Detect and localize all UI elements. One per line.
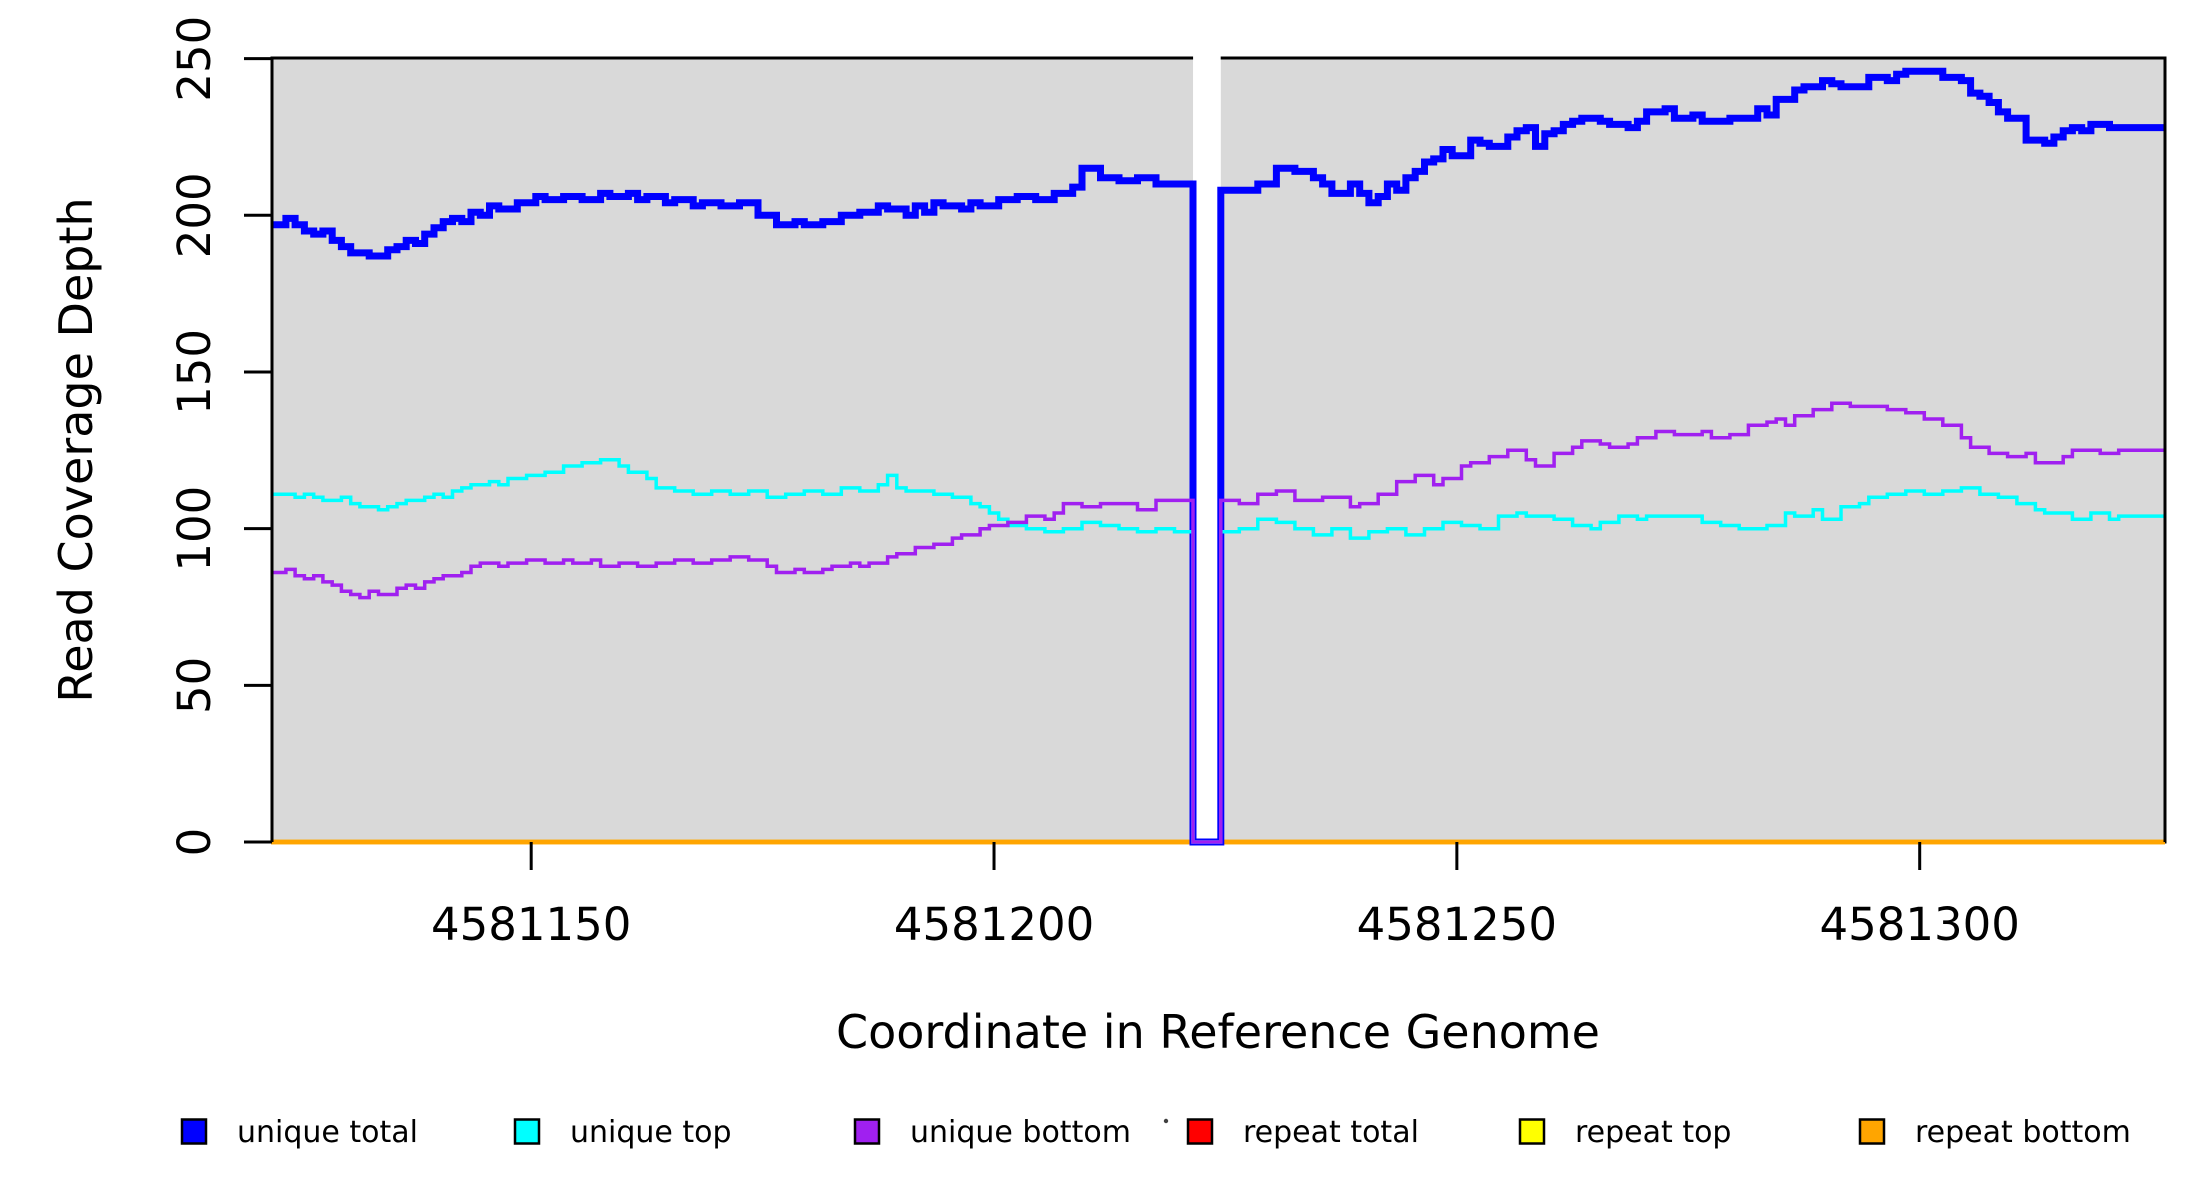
series-unique-top <box>271 457 2165 844</box>
y-tick-label: 100 <box>168 486 221 572</box>
stray-dot <box>1163 1118 1169 1124</box>
legend-swatch-repeat-top <box>1518 1118 1546 1145</box>
series-unique-bottom <box>271 401 2165 844</box>
legend-label-unique-total: unique total <box>237 1115 418 1150</box>
y-tick-label: 150 <box>168 329 221 415</box>
legend-item-repeat-total: repeat total <box>1186 1115 1419 1150</box>
legend-swatch-unique-total <box>180 1118 208 1145</box>
y-tick-label: 200 <box>168 172 221 258</box>
legend-swatch-unique-bottom <box>853 1118 881 1145</box>
legend-item-repeat-top: repeat top <box>1518 1115 1731 1150</box>
y-tick-label: 0 <box>168 828 221 857</box>
x-axis-title: Coordinate in Reference Genome <box>836 1005 1600 1059</box>
legend-label-unique-top: unique top <box>570 1115 732 1150</box>
x-tick-label: 4581250 <box>1357 898 1557 951</box>
legend-item-unique-bottom: unique bottom <box>853 1115 1131 1150</box>
legend-swatch-repeat-bottom <box>1858 1118 1886 1145</box>
legend-swatch-repeat-total <box>1186 1118 1214 1145</box>
x-tick-label: 4581300 <box>1819 898 2019 951</box>
legend-item-unique-total: unique total <box>180 1115 418 1150</box>
x-tick-label: 4581200 <box>894 898 1094 951</box>
x-tick-label: 4581150 <box>431 898 631 951</box>
y-tick-label: 250 <box>168 16 221 102</box>
y-tick-label: 50 <box>168 657 221 714</box>
legend-label-unique-bottom: unique bottom <box>910 1115 1131 1150</box>
plot-area <box>270 56 2167 846</box>
legend-item-unique-top: unique top <box>513 1115 732 1150</box>
legend-label-repeat-total: repeat total <box>1243 1115 1419 1150</box>
axes: 0 50 100 150 200 250 4581150 4581200 4581250 4581… <box>168 16 2020 951</box>
series-unique-total <box>271 67 2165 846</box>
series-layer <box>271 67 2165 846</box>
legend-label-repeat-top: repeat top <box>1575 1115 1731 1150</box>
legend-label-repeat-bottom: repeat bottom <box>1915 1115 2131 1150</box>
legend: unique total unique top unique bottom repea… <box>180 1115 2131 1150</box>
legend-swatch-unique-top <box>513 1118 541 1145</box>
legend-item-repeat-bottom: repeat bottom <box>1858 1115 2131 1150</box>
y-axis-title: Read Coverage Depth <box>49 197 103 702</box>
zero-coverage-gap-band <box>1193 56 1221 842</box>
